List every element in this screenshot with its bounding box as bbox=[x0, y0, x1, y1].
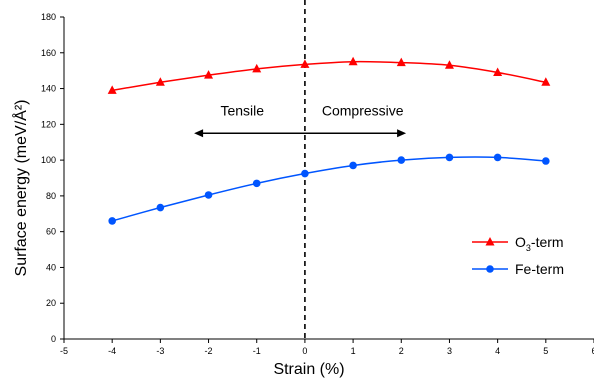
point-o3-term bbox=[444, 60, 454, 69]
point-o3-term bbox=[155, 77, 165, 86]
x-tick-label: 2 bbox=[399, 346, 404, 356]
point-fe-term bbox=[493, 153, 502, 162]
y-tick-label: 160 bbox=[41, 48, 56, 58]
point-o3-term bbox=[107, 85, 117, 94]
ticks: -5-4-3-2-1012345602040608010012014016018… bbox=[41, 12, 594, 356]
x-tick-label: 0 bbox=[302, 346, 307, 356]
x-axis-title: Strain (%) bbox=[273, 361, 344, 378]
series-layer bbox=[107, 56, 551, 225]
point-o3-term bbox=[396, 57, 406, 67]
y-tick-label: 0 bbox=[51, 334, 56, 344]
point-o3-term bbox=[493, 67, 503, 76]
x-tick-label: 3 bbox=[447, 346, 452, 356]
x-tick-label: -5 bbox=[60, 346, 68, 356]
y-tick-label: 40 bbox=[46, 262, 56, 272]
y-tick-label: 100 bbox=[41, 155, 56, 165]
point-fe-term bbox=[204, 191, 213, 199]
line-o3-term bbox=[112, 60, 546, 92]
point-o3-term bbox=[204, 70, 214, 79]
point-fe-term bbox=[397, 156, 406, 164]
x-tick-label: 6 bbox=[591, 346, 594, 356]
point-fe-term bbox=[301, 169, 309, 178]
legend-marker-fe-term bbox=[486, 265, 494, 273]
y-tick-label: 20 bbox=[46, 298, 56, 308]
compressive-label: Compressive bbox=[322, 102, 404, 118]
y-tick-label: 80 bbox=[46, 191, 56, 201]
legend-label-o3-term: O3-term bbox=[515, 234, 564, 253]
legend-o3-rest: -term bbox=[531, 234, 564, 250]
point-o3-term bbox=[348, 56, 358, 66]
annotations: Tensile Compressive bbox=[194, 102, 407, 138]
x-tick-label: 1 bbox=[351, 346, 356, 356]
point-fe-term bbox=[542, 157, 550, 165]
y-tick-label: 120 bbox=[41, 119, 56, 129]
point-fe-term bbox=[108, 217, 116, 225]
legend-o3-main: O bbox=[515, 234, 526, 250]
legend: O3-term Fe-term bbox=[472, 234, 564, 277]
legend-marker-o3-term bbox=[485, 237, 495, 246]
series-o3-term bbox=[107, 56, 551, 94]
x-tick-label: -4 bbox=[108, 346, 116, 356]
tensile-label: Tensile bbox=[220, 102, 264, 118]
point-o3-term bbox=[300, 59, 310, 68]
x-tick-label: -1 bbox=[253, 346, 261, 356]
axes bbox=[63, 17, 594, 340]
x-tick-label: 4 bbox=[495, 346, 500, 356]
x-tick-label: -2 bbox=[205, 346, 213, 356]
arrow-head-left bbox=[194, 129, 204, 138]
y-tick-label: 60 bbox=[46, 227, 56, 237]
series-fe-term bbox=[108, 153, 550, 225]
y-tick-label: 180 bbox=[41, 12, 56, 22]
y-axis-title: Surface energy (meV/Å²) bbox=[11, 100, 30, 277]
legend-label-fe-term: Fe-term bbox=[515, 261, 564, 277]
point-fe-term bbox=[445, 153, 454, 162]
y-tick-label: 140 bbox=[41, 84, 56, 94]
point-fe-term bbox=[156, 203, 165, 212]
arrow-head-right bbox=[397, 129, 407, 138]
x-tick-label: -3 bbox=[156, 346, 164, 356]
point-o3-term bbox=[541, 77, 551, 86]
legend-o3-sub: 3 bbox=[526, 243, 531, 253]
point-o3-term bbox=[252, 63, 262, 73]
point-fe-term bbox=[349, 161, 357, 170]
point-fe-term bbox=[252, 179, 261, 188]
line-fe-term bbox=[111, 156, 546, 222]
x-tick-label: 5 bbox=[543, 346, 548, 356]
